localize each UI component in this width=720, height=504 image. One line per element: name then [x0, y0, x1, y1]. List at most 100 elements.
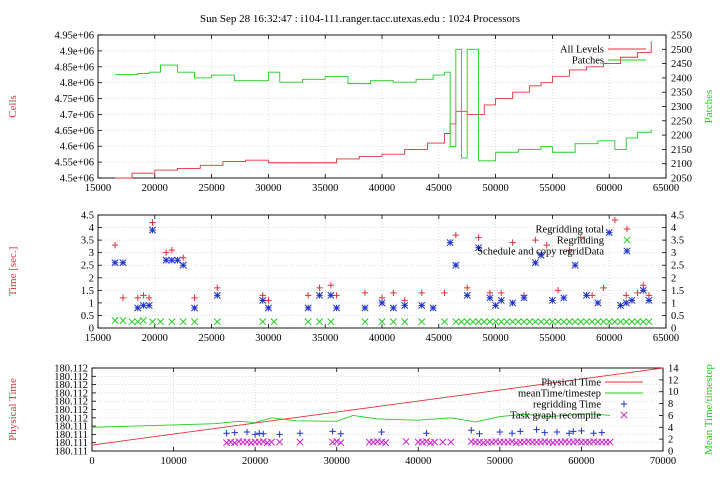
series-regridding-total-point: [566, 246, 573, 254]
series-regridding-point: [134, 318, 142, 326]
series-regridding-point: [457, 318, 466, 326]
series-schedule-and-copy-regriddata-point: [389, 304, 397, 312]
series-regridding-total-point: [464, 284, 471, 292]
series-regridding-time-point: [476, 430, 483, 438]
series-regridding-time-point: [517, 428, 524, 435]
x-tick-label: 50000: [487, 456, 513, 467]
legend-label: Patches: [572, 56, 604, 67]
legend-label: Schedule and copy regridData: [477, 247, 604, 258]
series-regridding-point: [514, 318, 522, 326]
y-tick-label: 0: [89, 324, 94, 335]
series-regridding-point: [617, 318, 625, 326]
x-tick-label: 40000: [369, 183, 395, 194]
series-task-graph-recompile-point: [259, 437, 267, 446]
series-regridding-total-point: [149, 219, 156, 226]
x-tick-label: 65000: [653, 333, 679, 344]
series-regridding-total-point: [543, 241, 550, 249]
series-schedule-and-copy-regriddata-point: [560, 294, 568, 302]
series-schedule-and-copy-regriddata-point: [452, 261, 460, 269]
series-regridding-point: [119, 316, 127, 325]
x-tick-label: 15000: [85, 183, 111, 194]
series-regridding-time-point: [251, 431, 259, 438]
series-regridding-point: [560, 318, 568, 326]
y-tick-label: 180.112: [54, 397, 88, 408]
plot-frame: [97, 34, 667, 179]
series-regridding-point: [492, 318, 500, 326]
series-regridding-point: [440, 318, 449, 326]
series-schedule-and-copy-regriddata-point: [446, 239, 454, 247]
series-schedule-and-copy-regriddata-point: [333, 304, 341, 312]
x-tick-label: 25000: [198, 333, 224, 344]
legend-label: Task graph recompile: [510, 411, 601, 422]
series-regridding-time-point: [570, 428, 577, 435]
y2-tick-label: 2400: [671, 73, 692, 84]
y2-axis-label: Patches: [703, 90, 715, 124]
series-regridding-point: [639, 318, 647, 326]
series-regridding-time-point: [423, 430, 430, 437]
y-tick-label: 180.112: [54, 413, 88, 424]
x-tick-label: 50000: [482, 333, 508, 344]
y2-tick-label: 14: [668, 364, 679, 375]
y2-axis-label: Mean Time/timestep: [703, 364, 715, 455]
series-regridding-point: [378, 318, 386, 326]
y2-tick-label: 2200: [671, 131, 692, 142]
series-regridding-total-point: [498, 289, 505, 297]
series-regridding-point: [361, 318, 369, 326]
series-schedule-and-copy-regriddata-point: [179, 261, 187, 269]
series-schedule-and-copy-regriddata-point: [622, 299, 630, 307]
y2-tick-label: 6: [668, 411, 673, 422]
series-schedule-and-copy-regriddata-point: [148, 226, 157, 234]
series-regridding-time-point: [533, 426, 540, 433]
series-task-graph-recompile-point: [333, 437, 341, 446]
x-tick-label: 20000: [242, 456, 268, 467]
series-regridding-total-point: [304, 292, 312, 299]
series-schedule-and-copy-regriddata-point: [463, 291, 471, 299]
series-regridding-point: [191, 318, 199, 326]
series-regridding-time-point: [260, 430, 267, 438]
y-tick-label: 4.55e+06: [55, 158, 94, 169]
y-axis-label: Cells: [7, 95, 19, 118]
y-tick-label: 0.5: [81, 311, 94, 322]
series-schedule-and-copy-regriddata-point: [475, 244, 483, 252]
legend-swatch: [623, 236, 631, 244]
x-tick-label: 45000: [426, 183, 452, 194]
legend-label: All Levels: [560, 45, 604, 56]
x-tick-label: 25000: [198, 183, 224, 194]
y2-tick-label: 2050: [671, 174, 692, 185]
plot-frame: [91, 367, 664, 452]
series-task-graph-recompile-point: [402, 437, 410, 446]
x-tick-label: 60000: [568, 456, 594, 467]
y-tick-label: 180.111: [55, 447, 88, 458]
y2-tick-label: 2150: [671, 145, 692, 156]
series-regridding-total-point: [134, 294, 141, 302]
y-tick-label: 2.5: [81, 261, 94, 272]
series-schedule-and-copy-regriddata-point: [497, 296, 505, 304]
series-schedule-and-copy-regriddata-point: [605, 229, 613, 237]
legend-label: regridding Time: [533, 400, 601, 411]
series-regridding-point: [548, 318, 556, 326]
y2-tick-label: 2500: [671, 45, 692, 56]
series-schedule-and-copy-regriddata-point: [264, 304, 272, 312]
series-regridding-total-point: [119, 294, 127, 302]
x-tick-label: 0: [89, 456, 94, 467]
y-tick-label: 0: [671, 324, 676, 335]
series-schedule-and-copy-regriddata-point: [162, 256, 170, 264]
series-regridding-total-point: [623, 292, 630, 299]
series-regridding-point: [179, 318, 187, 326]
series-regridding-total-point: [611, 216, 619, 224]
series-regridding-total-point: [191, 294, 198, 302]
series-schedule-and-copy-regriddata-point: [418, 301, 426, 309]
series-task-graph-recompile-point: [276, 438, 284, 446]
series-schedule-and-copy-regriddata-point: [139, 301, 147, 309]
series-task-graph-recompile-point: [231, 439, 239, 447]
series-regridding-point: [315, 318, 324, 326]
y-tick-label: 3: [671, 248, 676, 259]
series-regridding-time-point: [553, 428, 561, 436]
x-tick-label: 15000: [85, 333, 111, 344]
series-schedule-and-copy-regriddata-point: [548, 296, 556, 304]
x-tick-label: 45000: [426, 333, 452, 344]
series-regridding-time-point: [296, 430, 304, 437]
series-physical-time-line: [91, 367, 664, 446]
x-tick-label: 65000: [653, 183, 679, 194]
series-regridding-time-point: [276, 431, 283, 438]
